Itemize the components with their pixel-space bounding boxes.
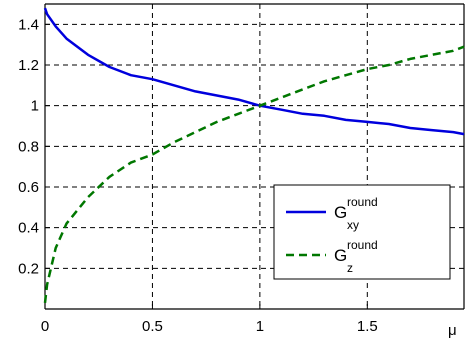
legend: G round xy G round z — [273, 184, 451, 280]
x-tick-label: 1.5 — [357, 318, 378, 335]
y-tick-label: 0.2 — [18, 260, 39, 277]
tick-layer: 0 0.5 1 1.5 0.2 0.4 0.6 0.8 1 1.2 1.4 — [18, 16, 378, 335]
series-line-z — [43, 45, 465, 304]
legend-label-z-main: G — [334, 246, 347, 265]
series-layer — [43, 7, 465, 304]
legend-label-z-sup: round — [347, 238, 378, 252]
legend-box — [273, 184, 451, 280]
x-tick-label: 0.5 — [142, 318, 163, 335]
y-tick-label: 0.8 — [18, 138, 39, 155]
y-tick-label: 1 — [31, 98, 39, 115]
x-axis-label: μ — [448, 322, 457, 339]
x-tick-label: 0 — [41, 318, 49, 335]
series-line-xy — [43, 7, 465, 136]
y-tick-label: 1.4 — [18, 16, 39, 33]
y-tick-label: 1.2 — [18, 57, 39, 74]
plot-frame — [44, 3, 465, 310]
y-tick-label: 0.4 — [18, 220, 39, 237]
x-tick-label: 1 — [256, 318, 264, 335]
y-tick-label: 0.6 — [18, 179, 39, 196]
legend-label-xy-sup: round — [347, 195, 378, 209]
legend-label-xy-main: G — [334, 203, 347, 222]
legend-label-z-sub: z — [347, 261, 353, 275]
legend-label-xy-sub: xy — [347, 218, 359, 232]
